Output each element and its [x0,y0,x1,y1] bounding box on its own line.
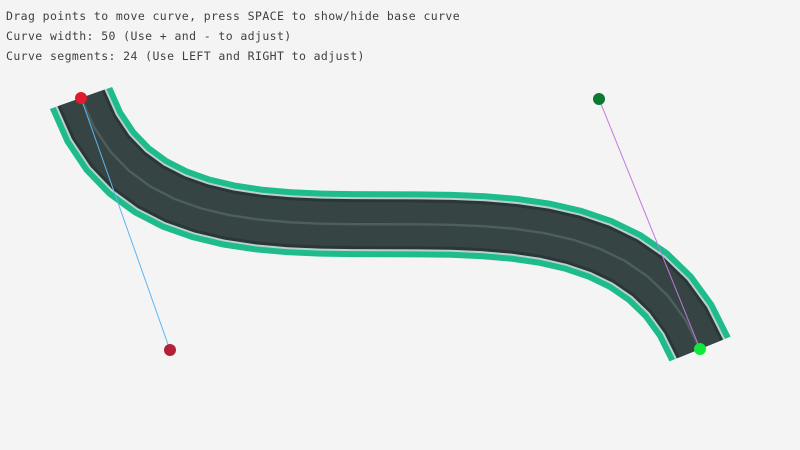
start-control-point[interactable] [164,344,176,356]
start-handle-line [80,97,171,351]
end-handle-line [598,98,701,350]
road-ribbon [49,87,731,362]
start-anchor-point[interactable] [75,92,87,104]
end-anchor-point[interactable] [694,343,706,355]
handle-lines-group [80,97,701,351]
road-layer-center-line [79,97,702,350]
end-control-point[interactable] [593,93,605,105]
